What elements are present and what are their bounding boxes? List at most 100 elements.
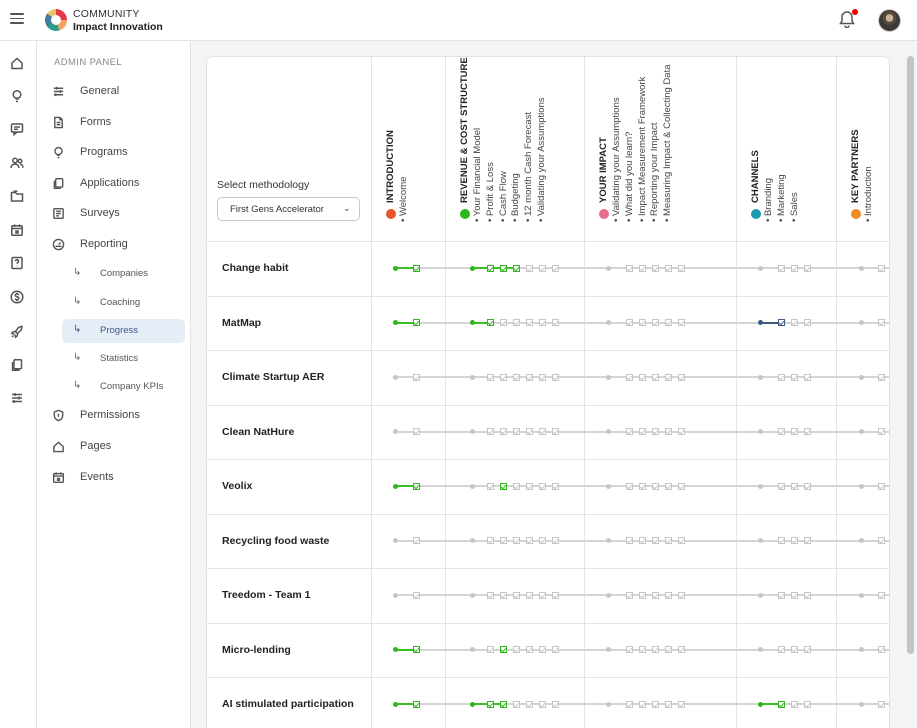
step-check-icon[interactable] bbox=[877, 646, 885, 654]
sidebar-subitem-companies[interactable]: ↳ Companies bbox=[62, 262, 185, 286]
step-check-icon[interactable] bbox=[551, 482, 559, 490]
step-check-icon[interactable] bbox=[803, 482, 811, 490]
section-start-dot[interactable] bbox=[858, 701, 864, 707]
step-check-icon[interactable] bbox=[677, 373, 685, 381]
section-start-dot[interactable] bbox=[858, 592, 864, 598]
step-check-icon[interactable] bbox=[412, 537, 420, 545]
step-check-icon[interactable] bbox=[651, 646, 659, 654]
step-check-icon[interactable] bbox=[777, 700, 785, 708]
step-check-icon[interactable] bbox=[664, 319, 672, 327]
step-check-icon[interactable] bbox=[677, 482, 685, 490]
step-check-icon[interactable] bbox=[499, 591, 507, 599]
step-check-icon[interactable] bbox=[803, 264, 811, 272]
home-icon[interactable] bbox=[10, 56, 24, 70]
step-check-icon[interactable] bbox=[551, 319, 559, 327]
step-check-icon[interactable] bbox=[499, 482, 507, 490]
company-name[interactable]: MatMap bbox=[222, 316, 262, 329]
step-check-icon[interactable] bbox=[625, 700, 633, 708]
step-check-icon[interactable] bbox=[803, 373, 811, 381]
step-check-icon[interactable] bbox=[677, 428, 685, 436]
section-start-dot[interactable] bbox=[757, 265, 763, 271]
step-check-icon[interactable] bbox=[777, 591, 785, 599]
section-start-dot[interactable] bbox=[469, 592, 475, 598]
step-check-icon[interactable] bbox=[803, 591, 811, 599]
company-name[interactable]: Climate Startup AER bbox=[222, 371, 325, 384]
step-check-icon[interactable] bbox=[512, 428, 520, 436]
section-start-dot[interactable] bbox=[858, 320, 864, 326]
step-check-icon[interactable] bbox=[677, 646, 685, 654]
sidebar-subitem-company-kpis[interactable]: ↳ Company KPIs bbox=[62, 375, 185, 399]
step-check-icon[interactable] bbox=[777, 264, 785, 272]
step-check-icon[interactable] bbox=[877, 428, 885, 436]
step-check-icon[interactable] bbox=[486, 319, 494, 327]
step-check-icon[interactable] bbox=[538, 700, 546, 708]
section-start-dot[interactable] bbox=[392, 429, 398, 435]
step-check-icon[interactable] bbox=[538, 482, 546, 490]
step-check-icon[interactable] bbox=[803, 700, 811, 708]
step-check-icon[interactable] bbox=[512, 537, 520, 545]
section-start-dot[interactable] bbox=[605, 538, 611, 544]
section-start-dot[interactable] bbox=[469, 320, 475, 326]
step-check-icon[interactable] bbox=[412, 482, 420, 490]
step-check-icon[interactable] bbox=[638, 428, 646, 436]
step-check-icon[interactable] bbox=[499, 428, 507, 436]
section-start-dot[interactable] bbox=[757, 592, 763, 598]
rocket-icon[interactable] bbox=[10, 325, 24, 339]
section-start-dot[interactable] bbox=[757, 538, 763, 544]
step-check-icon[interactable] bbox=[412, 646, 420, 654]
step-check-icon[interactable] bbox=[664, 591, 672, 599]
step-check-icon[interactable] bbox=[525, 700, 533, 708]
step-check-icon[interactable] bbox=[525, 537, 533, 545]
lightbulb-icon[interactable] bbox=[10, 89, 24, 103]
company-name[interactable]: Micro-lending bbox=[222, 643, 291, 656]
company-name[interactable]: Clean NatHure bbox=[222, 425, 295, 438]
step-check-icon[interactable] bbox=[512, 700, 520, 708]
section-start-dot[interactable] bbox=[605, 429, 611, 435]
step-check-icon[interactable] bbox=[486, 591, 494, 599]
sliders-icon[interactable] bbox=[10, 391, 24, 405]
section-start-dot[interactable] bbox=[757, 483, 763, 489]
section-start-dot[interactable] bbox=[858, 374, 864, 380]
section-start-dot[interactable] bbox=[757, 374, 763, 380]
step-check-icon[interactable] bbox=[512, 482, 520, 490]
section-start-dot[interactable] bbox=[469, 429, 475, 435]
step-check-icon[interactable] bbox=[777, 537, 785, 545]
step-check-icon[interactable] bbox=[677, 591, 685, 599]
section-start-dot[interactable] bbox=[605, 320, 611, 326]
sidebar-subitem-statistics[interactable]: ↳ Statistics bbox=[62, 347, 185, 371]
step-check-icon[interactable] bbox=[625, 428, 633, 436]
step-check-icon[interactable] bbox=[664, 646, 672, 654]
step-check-icon[interactable] bbox=[499, 537, 507, 545]
step-check-icon[interactable] bbox=[651, 591, 659, 599]
step-check-icon[interactable] bbox=[499, 646, 507, 654]
step-check-icon[interactable] bbox=[877, 537, 885, 545]
section-start-dot[interactable] bbox=[858, 647, 864, 653]
step-check-icon[interactable] bbox=[551, 700, 559, 708]
section-start-dot[interactable] bbox=[392, 592, 398, 598]
step-check-icon[interactable] bbox=[638, 537, 646, 545]
step-check-icon[interactable] bbox=[625, 264, 633, 272]
step-check-icon[interactable] bbox=[638, 700, 646, 708]
step-check-icon[interactable] bbox=[677, 264, 685, 272]
step-check-icon[interactable] bbox=[551, 428, 559, 436]
step-check-icon[interactable] bbox=[664, 428, 672, 436]
step-check-icon[interactable] bbox=[790, 264, 798, 272]
section-start-dot[interactable] bbox=[757, 701, 763, 707]
menu-icon[interactable] bbox=[10, 13, 24, 25]
step-check-icon[interactable] bbox=[877, 264, 885, 272]
step-check-icon[interactable] bbox=[677, 319, 685, 327]
step-check-icon[interactable] bbox=[538, 264, 546, 272]
step-check-icon[interactable] bbox=[486, 700, 494, 708]
section-start-dot[interactable] bbox=[392, 701, 398, 707]
step-check-icon[interactable] bbox=[664, 700, 672, 708]
step-check-icon[interactable] bbox=[625, 591, 633, 599]
section-start-dot[interactable] bbox=[469, 265, 475, 271]
company-name[interactable]: Treedom - Team 1 bbox=[222, 589, 311, 602]
sidebar-item-pages[interactable]: Pages bbox=[37, 435, 191, 459]
step-check-icon[interactable] bbox=[625, 537, 633, 545]
section-start-dot[interactable] bbox=[757, 429, 763, 435]
step-check-icon[interactable] bbox=[412, 264, 420, 272]
step-check-icon[interactable] bbox=[499, 700, 507, 708]
section-start-dot[interactable] bbox=[392, 265, 398, 271]
section-start-dot[interactable] bbox=[469, 647, 475, 653]
